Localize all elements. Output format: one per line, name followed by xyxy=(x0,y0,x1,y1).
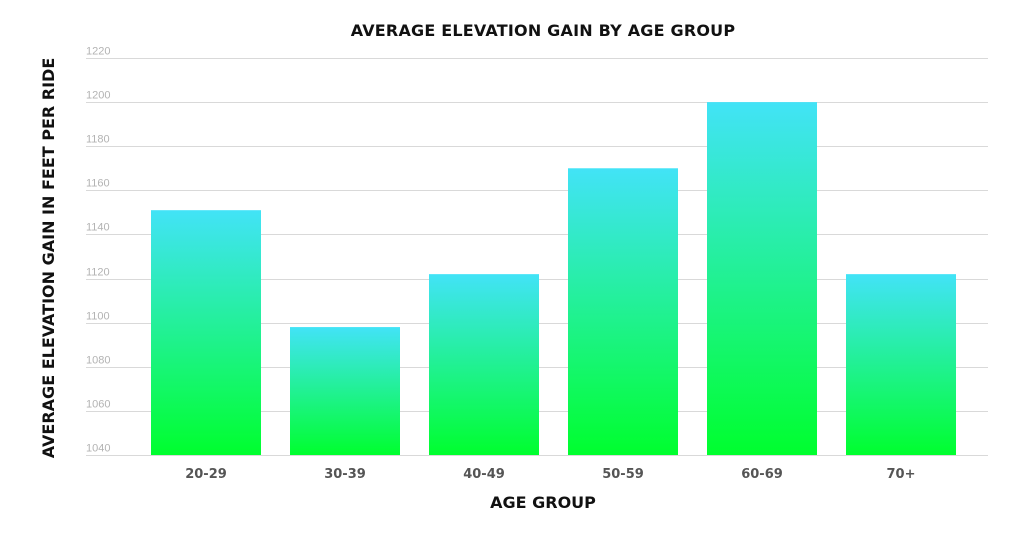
x-tick-label: 70+ xyxy=(887,467,916,482)
x-tick-label: 50-59 xyxy=(602,467,644,482)
bar-50-59 xyxy=(568,168,678,455)
y-axis-title: AVERAGE ELEVATION GAIN IN FEET PER RIDE xyxy=(39,58,58,459)
x-tick-label: 40-49 xyxy=(463,467,505,482)
x-tick-label: 30-39 xyxy=(324,467,366,482)
y-tick-label: 1100 xyxy=(86,311,110,323)
bars xyxy=(151,102,956,455)
bar-30-39 xyxy=(290,327,400,455)
x-axis-ticks: 20-29 30-39 40-49 50-59 60-69 70+ xyxy=(185,467,915,482)
chart-title: AVERAGE ELEVATION GAIN BY AGE GROUP xyxy=(351,21,736,40)
y-tick-label: 1160 xyxy=(86,178,110,190)
y-tick-label: 1080 xyxy=(86,355,110,367)
y-tick-label: 1120 xyxy=(86,267,110,279)
y-tick-label: 1140 xyxy=(86,222,110,234)
y-tick-label: 1220 xyxy=(86,46,110,58)
y-tick-label: 1180 xyxy=(86,134,110,146)
bar-70+ xyxy=(846,274,956,455)
bar-20-29 xyxy=(151,210,261,455)
y-tick-label: 1040 xyxy=(86,443,110,455)
bar-40-49 xyxy=(429,274,539,455)
y-axis-ticks: 1040 1060 1080 1100 1120 1140 1160 1180 1200 1220 xyxy=(86,46,110,455)
x-tick-label: 60-69 xyxy=(741,467,783,482)
y-tick-label: 1060 xyxy=(86,399,110,411)
x-axis-title: AGE GROUP xyxy=(490,493,596,512)
x-tick-label: 20-29 xyxy=(185,467,227,482)
y-tick-label: 1200 xyxy=(86,90,110,102)
bar-60-69 xyxy=(707,102,817,455)
